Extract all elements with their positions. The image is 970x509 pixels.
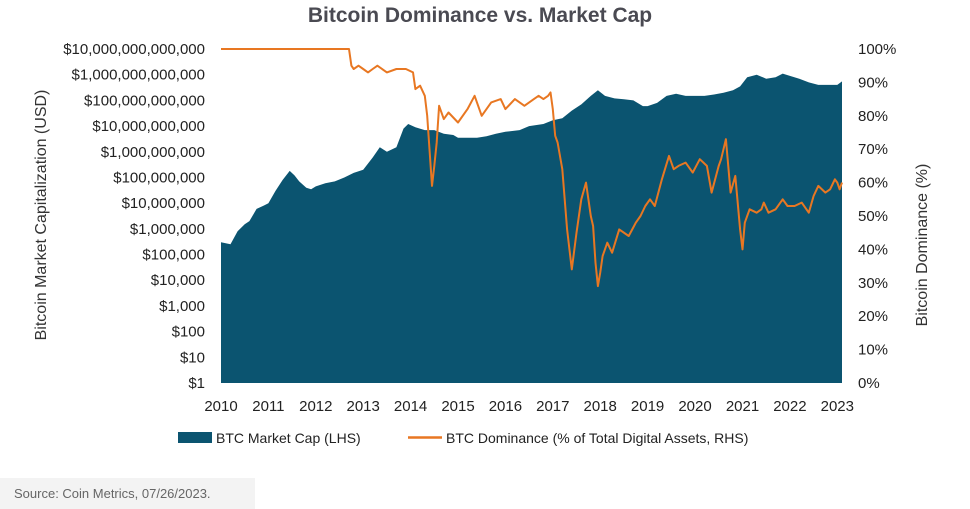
x-tick-label: 2023: [821, 398, 854, 415]
y-right-tick-label: 100%: [858, 41, 896, 58]
x-tick-label: 2012: [299, 398, 332, 415]
market-cap-area: [221, 73, 842, 383]
y-left-tick-label: $1,000,000: [130, 221, 205, 238]
y-right-tick-label: 80%: [858, 108, 888, 125]
y-left-tick-label: $10,000,000,000: [92, 118, 205, 135]
x-tick-label: 2018: [584, 398, 617, 415]
source-note: Source: Coin Metrics, 07/26/2023.: [14, 486, 211, 501]
y-right-tick-label: 60%: [858, 175, 888, 192]
plot-area: [221, 48, 843, 383]
x-tick-label: 2016: [489, 398, 522, 415]
legend-label-dominance: BTC Dominance (% of Total Digital Assets…: [446, 430, 748, 446]
x-tick-label: 2015: [441, 398, 474, 415]
y-right-tick-label: 40%: [858, 241, 888, 258]
x-tick-label: 2022: [773, 398, 806, 415]
y-right-tick-label: 20%: [858, 308, 888, 325]
y-left-tick-label: $100,000,000,000: [84, 92, 205, 109]
y-axis-left-label: Bitcoin Market Capitalization (USD): [33, 90, 50, 341]
x-tick-label: 2020: [678, 398, 711, 415]
x-tick-label: 2013: [347, 398, 380, 415]
y-right-tick-label: 10%: [858, 342, 888, 359]
axes: $1 $10 $100 $1,000 $10,000 $100,000 $1,000,000…: [63, 41, 896, 415]
dominance-line: [221, 48, 843, 288]
x-tick-label: 2021: [726, 398, 759, 415]
chart-title: Bitcoin Dominance vs. Market Cap: [308, 4, 652, 27]
legend-swatch-market-cap: [178, 432, 212, 443]
y-right-tick-label: 0%: [858, 375, 880, 392]
y-left-tick-label: $100,000,000: [113, 170, 205, 187]
y-right-tick-label: 30%: [858, 275, 888, 292]
x-tick-label: 2014: [394, 398, 427, 415]
y-left-tick-label: $1,000,000,000: [101, 144, 205, 161]
y-right-tick-label: 50%: [858, 208, 888, 225]
x-tick-label: 2011: [252, 398, 284, 415]
y-left-tick-label: $10,000,000: [122, 195, 205, 212]
y-left-tick-label: $100: [172, 324, 205, 341]
legend: BTC Market Cap (LHS) BTC Dominance (% of …: [178, 430, 748, 446]
x-tick-label: 2010: [204, 398, 237, 415]
y-left-tick-label: $100,000: [142, 247, 205, 264]
y-axis-right-label: Bitcoin Dominance (%): [914, 164, 931, 327]
y-left-tick-label: $10,000: [151, 272, 205, 289]
x-tick-label: 2017: [536, 398, 569, 415]
legend-label-market-cap: BTC Market Cap (LHS): [216, 430, 361, 446]
y-left-tick-label: $10: [180, 349, 205, 366]
x-tick-label: 2019: [631, 398, 664, 415]
y-left-tick-label: $1,000,000,000,000: [72, 67, 205, 84]
source-note-box: Source: Coin Metrics, 07/26/2023.: [0, 478, 255, 509]
y-right-tick-label: 70%: [858, 141, 888, 158]
y-left-tick-label: $10,000,000,000,000: [63, 41, 205, 58]
y-right-tick-label: 90%: [858, 74, 888, 91]
y-left-tick-label: $1: [188, 375, 205, 392]
y-left-tick-label: $1,000: [159, 298, 205, 315]
